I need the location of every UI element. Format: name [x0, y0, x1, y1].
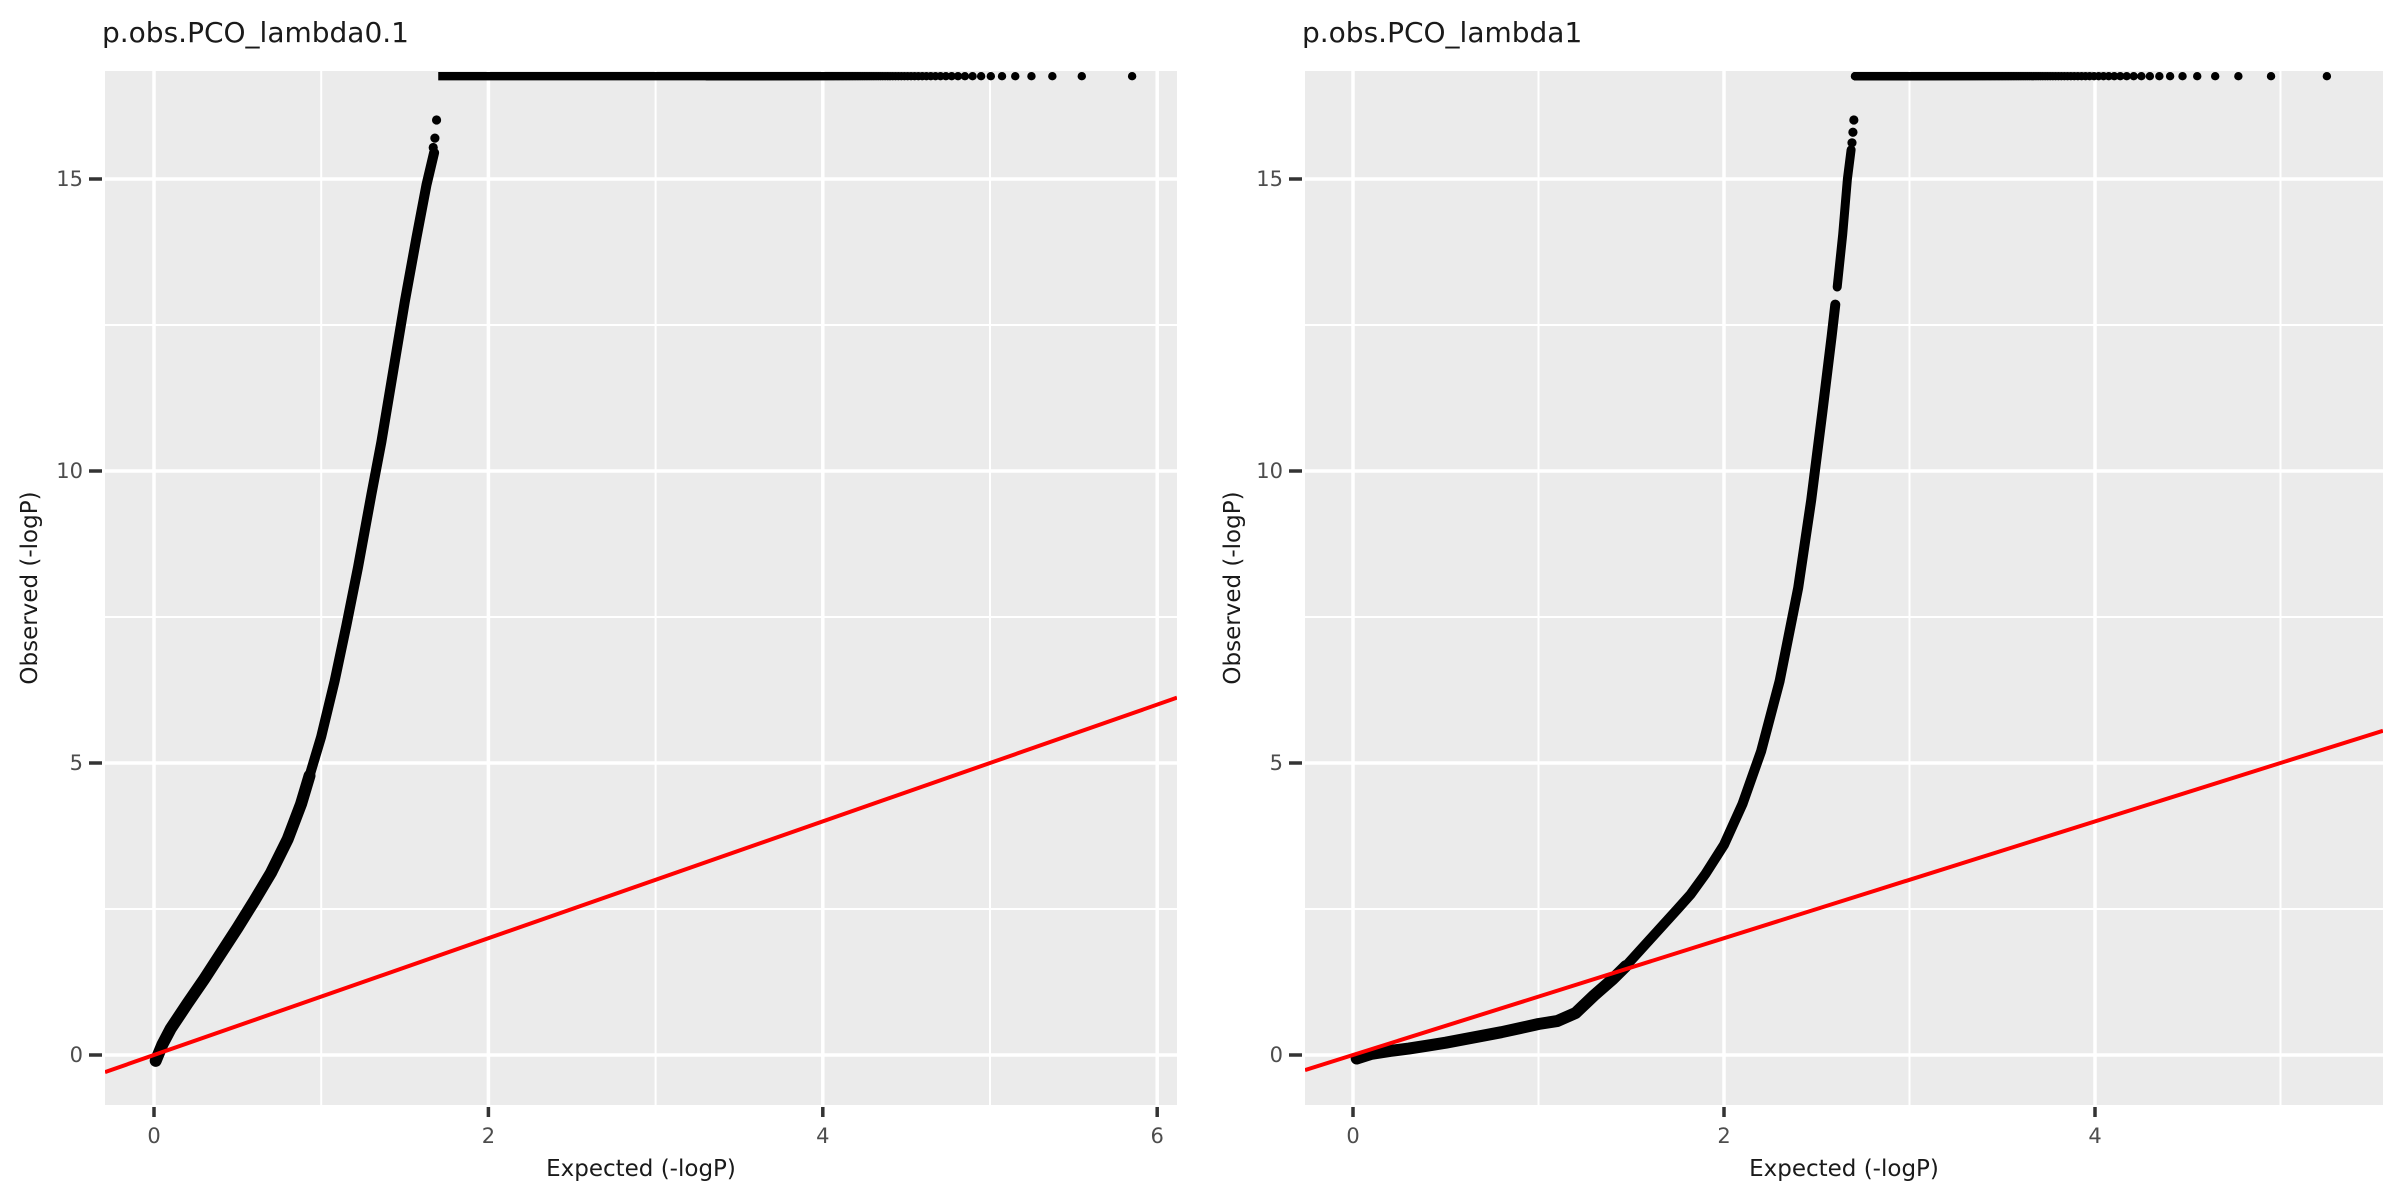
reference-line	[105, 695, 1177, 1075]
axis-ticks	[89, 177, 1159, 1117]
axis-tick-labels: 0 2 4 0 5 10 15	[1256, 167, 2101, 1148]
y-tick-label: 0	[1270, 1043, 1283, 1067]
x-tick-label: 4	[816, 1124, 829, 1148]
panel-background	[105, 71, 1177, 1105]
x-axis-title-right: Expected (-logP)	[1749, 1156, 1939, 1182]
observed-points	[149, 72, 1137, 1067]
y-axis-title-left: Observed (-logP)	[17, 491, 43, 685]
x-axis-title-left: Expected (-logP)	[546, 1156, 736, 1182]
x-tick-label: 4	[2088, 1124, 2101, 1148]
plot-title-right: p.obs.PCO_lambda1	[1302, 16, 1583, 49]
y-tick-label: 5	[1270, 751, 1283, 775]
grid-minor	[105, 71, 1177, 1105]
plot-title-left: p.obs.PCO_lambda0.1	[102, 16, 409, 49]
y-axis-title-right: Observed (-logP)	[1220, 491, 1246, 685]
y-tick-label: 0	[70, 1043, 83, 1067]
grid-major	[105, 71, 1177, 1105]
qq-plot-left: 0 2 4 6 0 5 10 15 p.obs.PCO_lambda0.1 Expected …	[17, 16, 1177, 1182]
y-tick-label: 15	[1256, 167, 1283, 191]
axis-tick-labels: 0 2 4 6 0 5 10 15	[56, 167, 1164, 1148]
y-tick-label: 5	[70, 751, 83, 775]
qq-plot-left-canvas: 0 2 4 6 0 5 10 15	[56, 71, 1177, 1148]
x-tick-label: 2	[482, 1124, 495, 1148]
reference-line	[1305, 728, 2383, 1073]
y-tick-label: 10	[56, 459, 83, 483]
axis-ticks	[1289, 177, 2097, 1117]
observed-points	[1350, 72, 2332, 1065]
qq-plot-right-canvas: 0 2 4 0 5 10 15	[1256, 71, 2383, 1148]
x-tick-label: 6	[1151, 1124, 1164, 1148]
x-tick-label: 0	[1346, 1124, 1359, 1148]
grid-minor	[1305, 71, 2383, 1105]
y-tick-label: 15	[56, 167, 83, 191]
y-tick-label: 10	[1256, 459, 1283, 483]
x-tick-label: 0	[147, 1124, 160, 1148]
qq-plot-right: 0 2 4 0 5 10 15 p.obs.PCO_lambda1 Expected (-l…	[1200, 0, 2400, 1200]
x-tick-label: 2	[1717, 1124, 1730, 1148]
